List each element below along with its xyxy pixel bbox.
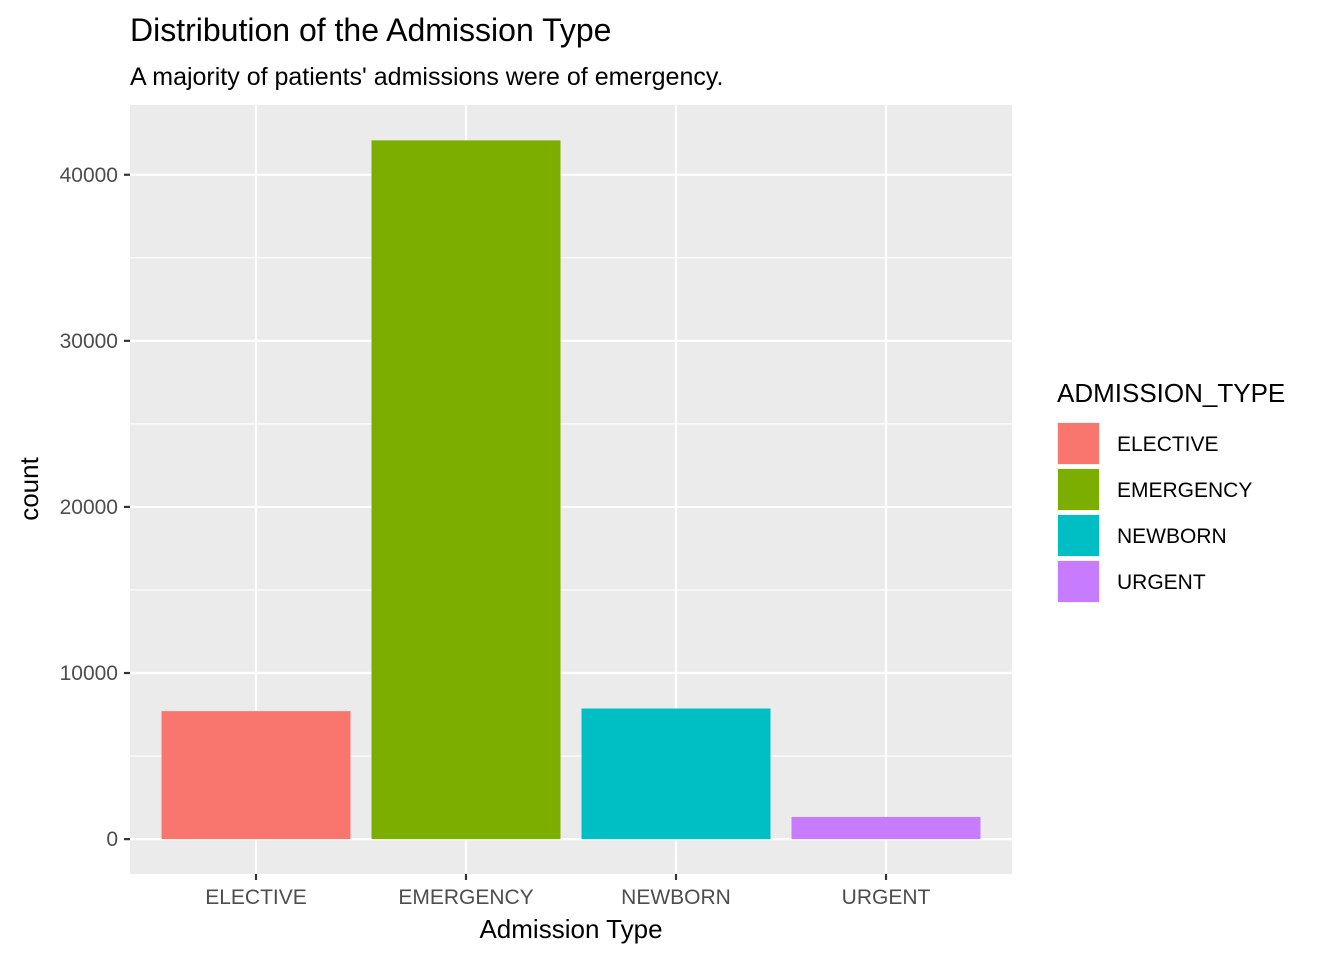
legend-title: ADMISSION_TYPE <box>1057 378 1285 408</box>
bar-newborn <box>581 708 771 840</box>
bar-emergency <box>371 140 561 840</box>
bar-elective <box>161 711 351 840</box>
y-tick-label: 20000 <box>60 496 118 519</box>
legend-swatch-urgent <box>1058 561 1099 602</box>
x-tick-label: EMERGENCY <box>398 886 533 909</box>
bars <box>161 140 981 840</box>
bar-urgent <box>791 816 981 840</box>
legend-label-newborn: NEWBORN <box>1117 525 1227 548</box>
legend-swatch-elective <box>1058 423 1099 464</box>
y-tick-label: 30000 <box>60 330 118 353</box>
x-axis-title: Admission Type <box>479 914 662 944</box>
x-tick-label: NEWBORN <box>621 886 731 909</box>
chart-title: Distribution of the Admission Type <box>130 12 611 48</box>
legend: ELECTIVE EMERGENCY NEWBORN URGENT <box>1057 422 1252 603</box>
legend-swatch-newborn <box>1058 515 1099 556</box>
legend-label-emergency: EMERGENCY <box>1117 479 1252 502</box>
legend-label-elective: ELECTIVE <box>1117 433 1219 456</box>
y-tick-label: 10000 <box>60 662 118 685</box>
x-tick-label: URGENT <box>842 886 931 909</box>
chart-subtitle: A majority of patients' admissions were … <box>130 63 723 91</box>
y-axis-title: count <box>14 456 44 520</box>
legend-label-urgent: URGENT <box>1117 571 1206 594</box>
axes: 0 10000 20000 30000 40000 ELECTIVE EMERGENCY NE… <box>60 164 931 909</box>
legend-swatch-emergency <box>1058 469 1099 510</box>
x-tick-label: ELECTIVE <box>205 886 307 909</box>
y-tick-label: 0 <box>106 828 118 851</box>
y-tick-label: 40000 <box>60 164 118 187</box>
